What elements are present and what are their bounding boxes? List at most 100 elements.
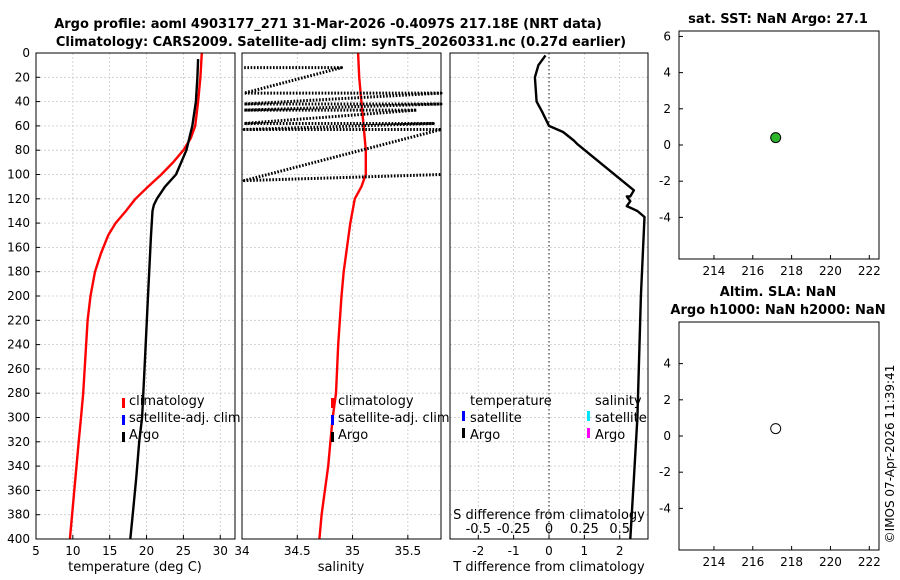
temperature-ytick-label-4: 80	[15, 143, 30, 157]
temperature-legend-marker-2	[122, 432, 125, 442]
difference-xtick-label-1: -1	[508, 544, 520, 558]
temperature-legend-marker-0	[122, 398, 125, 408]
sla_map-xtick-label-1: 216	[741, 555, 764, 569]
sst_map-ytick-label-2: 0	[663, 138, 671, 152]
difference-s-tick-label-4: 0.5	[609, 522, 630, 537]
temperature-xtick-label-3: 20	[139, 544, 154, 558]
sla_map-xtick-label-2: 218	[780, 555, 803, 569]
temperature-xtick-label-4: 25	[176, 544, 191, 558]
temperature-ytick-label-6: 120	[7, 192, 30, 206]
difference-series-0	[533, 54, 646, 540]
figure-title-line1: Argo profile: aoml 4903177_271 31-Mar-20…	[54, 17, 602, 32]
salinity-panel: 34 34.5 35 35.5	[234, 52, 443, 558]
sla_map-xtick-label-4: 222	[858, 555, 881, 569]
salinity-xtick-label-2: 35	[345, 544, 360, 558]
temperature-panel: 5 10 15 20 25 3002040608010012014016018020022…	[7, 46, 236, 558]
salinity-legend-marker-1	[331, 415, 334, 425]
difference-legend-temperature-title: temperature	[470, 394, 552, 409]
temperature-ytick-label-11: 220	[7, 313, 30, 327]
salinity-legend-satellite: satellite-adj. clim	[338, 411, 450, 426]
temperature-ytick-label-19: 380	[7, 508, 30, 522]
sla_map-point-0	[770, 423, 782, 435]
sst-map-panel: 214 216 218 220 222 -4 -2 0 2 4 6	[659, 29, 881, 278]
sla-map-title-line2: Argo h1000: NaN h2000: NaN	[670, 303, 885, 318]
sla_map-ytick-label-0: -4	[659, 501, 671, 515]
salinity-series-1	[242, 66, 443, 183]
sla_map-ytick-label-2: 0	[663, 429, 671, 443]
difference-legend-left-marker-0	[462, 411, 465, 421]
sst_map-xtick-label-3: 220	[819, 264, 842, 278]
temperature-legend: climatology satellite-adj. clim Argo	[129, 394, 241, 443]
sst_map-point-0	[770, 132, 782, 144]
salinity-legend-marker-2	[331, 432, 334, 442]
salinity-xlabel: salinity	[318, 560, 365, 575]
difference-xtick-label-0: -2	[472, 544, 484, 558]
sst_map-xtick-label-2: 218	[780, 264, 803, 278]
temperature-xtick-label-0: 5	[32, 544, 40, 558]
temperature-legend-marker-1	[122, 415, 125, 425]
temperature-xtick-label-1: 10	[65, 544, 80, 558]
timestamp-label: ©IMOS 07-Apr-2026 11:39:41	[883, 365, 897, 544]
sst_map-xtick-label-4: 222	[858, 264, 881, 278]
figure-title-line2: Climatology: CARS2009. Satellite-adj cli…	[56, 35, 626, 50]
sst_map-xtick-label-1: 216	[741, 264, 764, 278]
sst_map-ytick-label-4: 4	[663, 66, 671, 80]
temperature-xtick-label-5: 30	[213, 544, 228, 558]
salinity-series-0	[318, 52, 367, 540]
sla_map-frame	[678, 321, 880, 551]
temperature-ytick-label-12: 240	[7, 338, 30, 352]
sst_map-ytick-label-1: -2	[659, 174, 671, 188]
difference-xtick-label-2: 0	[545, 544, 553, 558]
temperature-ytick-label-7: 140	[7, 216, 30, 230]
salinity-xtick-label-3: 35.5	[394, 544, 421, 558]
temperature-ytick-label-14: 280	[7, 386, 30, 400]
difference-legend-left-marker-1	[462, 428, 465, 438]
salinity-xtick-label-1: 34.5	[284, 544, 311, 558]
temperature-ytick-label-0: 0	[22, 46, 30, 60]
difference-s-tick-label-1: -0.25	[497, 522, 531, 537]
temperature-xlabel: temperature (deg C)	[68, 560, 202, 575]
difference-legend-temp-satellite: satellite	[470, 411, 522, 426]
temperature-ytick-label-8: 160	[7, 240, 30, 254]
salinity-frame	[241, 52, 442, 540]
temperature-legend-satellite: satellite-adj. clim	[129, 411, 241, 426]
temperature-ytick-label-13: 260	[7, 362, 30, 376]
difference-legend-temp-argo: Argo	[470, 428, 500, 443]
sla-map-title-line1: Altim. SLA: NaN	[720, 285, 836, 300]
difference-legend-right-marker-0	[587, 411, 590, 421]
sla_map-ytick-label-4: 4	[663, 357, 671, 371]
difference-s-tick-label-2: 0	[545, 522, 553, 537]
difference-xtick-label-4: 2	[616, 544, 624, 558]
sla_map-xtick-label-3: 220	[819, 555, 842, 569]
temperature-ytick-label-20: 400	[7, 532, 30, 546]
difference-panel: -2 -1 0 1 2 -0.5 -0.25 0 0.25 0.5	[449, 52, 649, 558]
temperature-ytick-label-1: 20	[15, 70, 30, 84]
temperature-ytick-label-5: 100	[7, 168, 30, 182]
difference-top-label: S difference from climatology	[453, 508, 645, 523]
difference-legend-sal-argo: Argo	[595, 428, 625, 443]
difference-s-tick-label-3: 0.25	[570, 522, 599, 537]
sst_map-frame	[678, 30, 880, 260]
temperature-ytick-label-15: 300	[7, 411, 30, 425]
temperature-legend-climatology: climatology	[129, 394, 205, 409]
temperature-series-1	[129, 59, 200, 540]
temperature-ytick-label-10: 200	[7, 289, 30, 303]
temperature-ytick-label-17: 340	[7, 459, 30, 473]
sst_map-ytick-label-0: -4	[659, 210, 671, 224]
sst_map-xtick-label-0: 214	[702, 264, 725, 278]
sst_map-ytick-label-5: 6	[663, 29, 671, 43]
temperature-ytick-label-16: 320	[7, 435, 30, 449]
salinity-legend-climatology: climatology	[338, 394, 414, 409]
salinity-legend-argo: Argo	[338, 428, 368, 443]
difference-legend-right-marker-1	[587, 428, 590, 438]
salinity-legend: climatology satellite-adj. clim Argo	[338, 394, 450, 443]
difference-legend: temperature satellite Argo salinity sate…	[470, 394, 647, 443]
temperature-legend-argo: Argo	[129, 428, 159, 443]
difference-xlabel: T difference from climatology	[452, 560, 645, 575]
difference-xtick-label-3: 1	[581, 544, 589, 558]
sla_map-xtick-label-0: 214	[702, 555, 725, 569]
temperature-ytick-label-9: 180	[7, 265, 30, 279]
difference-legend-salinity-title: salinity	[595, 394, 642, 409]
salinity-xtick-label-0: 34	[234, 544, 249, 558]
